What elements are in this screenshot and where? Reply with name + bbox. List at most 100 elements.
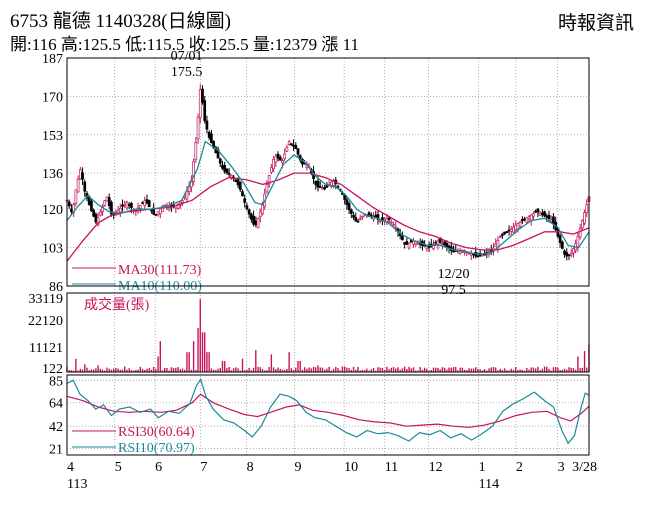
candle-body	[552, 216, 555, 224]
candle-body	[432, 244, 435, 250]
candle-body	[223, 165, 227, 172]
candle-body	[403, 242, 406, 245]
candle-body	[532, 213, 535, 217]
candle-body	[323, 186, 327, 190]
candle-body	[569, 252, 573, 256]
candle-body	[238, 181, 242, 190]
candle-body	[560, 241, 564, 249]
candle-body	[367, 212, 371, 216]
candle-body	[141, 202, 144, 205]
x-tick-label: 12	[429, 460, 443, 475]
candle-body	[576, 236, 580, 247]
candle-body	[258, 211, 262, 218]
candle-body	[256, 217, 260, 229]
candle-body	[81, 172, 84, 180]
volume-tick-label: 11121	[29, 341, 63, 356]
ma10-line	[66, 140, 590, 256]
candle-body	[198, 89, 202, 118]
candle-body	[203, 100, 207, 121]
candle-body	[354, 217, 358, 222]
candle-body	[358, 218, 362, 221]
candle-body	[512, 226, 515, 233]
candle-body	[394, 226, 398, 229]
candle-body	[296, 148, 300, 155]
candle-body	[314, 180, 318, 186]
candle-body	[316, 180, 320, 188]
candle-body	[101, 206, 104, 212]
candle-body	[243, 198, 247, 203]
grid-layer	[67, 57, 589, 455]
candle-body	[230, 175, 233, 178]
candle-body	[405, 241, 409, 245]
price-panel-frame	[66, 57, 590, 287]
candle-body	[67, 201, 71, 207]
candle-body	[476, 255, 480, 258]
candle-body	[578, 228, 582, 238]
candle-body	[270, 167, 273, 173]
data-source-label: 時報資訊	[557, 13, 634, 34]
candle-body	[352, 214, 355, 218]
x-tick-label: 10	[344, 460, 358, 475]
candle-body	[407, 243, 411, 249]
rsi-layer	[66, 377, 590, 445]
candle-body	[281, 160, 284, 164]
high-date-label: 07/01	[171, 49, 203, 64]
candle-body	[152, 207, 155, 215]
volume-tick-label: 33119	[29, 292, 63, 307]
candle-body	[176, 203, 180, 209]
candle-body	[92, 209, 96, 217]
candle-body	[565, 252, 569, 257]
candle-body	[549, 219, 553, 222]
price-tick-label: 153	[42, 129, 63, 144]
candle-body	[283, 153, 287, 160]
candle-body	[74, 189, 78, 204]
candle-body	[563, 250, 566, 255]
candle-body	[207, 132, 211, 138]
candle-body	[481, 254, 484, 257]
x-tick-label: 9	[294, 460, 301, 475]
candle-body	[547, 215, 551, 219]
candle-body	[572, 248, 575, 254]
candle-body	[250, 213, 253, 220]
candle-body	[143, 200, 147, 207]
high-value-label: 175.5	[171, 65, 203, 80]
candle-body	[505, 231, 509, 234]
candle-body	[254, 220, 258, 226]
candle-body	[94, 213, 98, 223]
price-tick-label: 120	[42, 203, 63, 218]
candle-body	[261, 203, 264, 214]
low-value-label: 97.5	[441, 283, 466, 298]
candle-body	[580, 220, 584, 229]
candle-body	[138, 205, 142, 209]
candles-layer	[65, 83, 591, 261]
candle-body	[383, 218, 386, 221]
candle-body	[523, 218, 526, 221]
candle-body	[347, 203, 351, 210]
candle-body	[541, 212, 544, 216]
candle-body	[158, 208, 162, 215]
candle-body	[443, 241, 446, 246]
candle-body	[392, 224, 395, 226]
candle-body	[192, 161, 195, 182]
candle-body	[441, 243, 444, 245]
candle-body	[434, 241, 438, 244]
rsi10-legend: RSI10(70.97)	[118, 441, 195, 456]
candle-body	[345, 199, 349, 205]
rsi30-line	[66, 393, 590, 428]
candle-body	[527, 216, 531, 220]
candle-body	[70, 208, 73, 213]
candle-body	[294, 145, 298, 150]
chart-title: 6753 龍德 1140328(日線圖)	[10, 11, 231, 32]
x-tick-label: 6	[155, 460, 162, 475]
candle-body	[369, 214, 373, 217]
candle-body	[518, 221, 522, 227]
candle-body	[507, 229, 511, 232]
candle-body	[105, 196, 109, 202]
candle-body	[558, 235, 562, 243]
candle-body	[321, 187, 324, 190]
candle-body	[150, 209, 153, 212]
candle-body	[96, 217, 100, 226]
candle-body	[274, 155, 278, 163]
x-tick-label: 3/28	[572, 460, 597, 475]
candle-body	[536, 208, 540, 213]
